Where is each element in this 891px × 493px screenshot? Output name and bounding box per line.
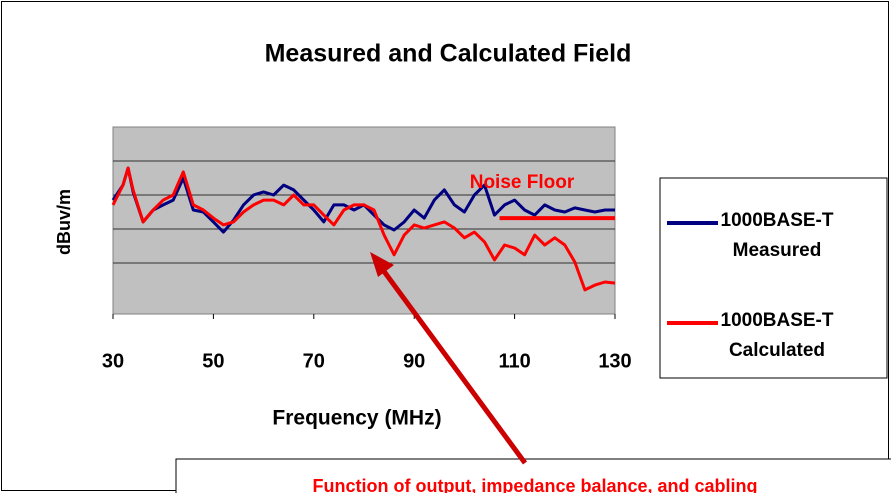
plot-area bbox=[112, 126, 616, 315]
x-tick-label: 50 bbox=[202, 350, 224, 372]
arrow-shaft bbox=[380, 268, 528, 465]
series-line bbox=[111, 166, 616, 292]
arrow bbox=[370, 252, 528, 465]
legend-label: 1000BASE-T Calculated bbox=[720, 310, 834, 361]
x-tick-label: 90 bbox=[403, 350, 425, 372]
legend-box bbox=[659, 177, 888, 379]
x-axis-label: Frequency (MHz) bbox=[272, 407, 441, 430]
y-axis-label: dBuv/m bbox=[54, 189, 74, 255]
x-tick-label: 30 bbox=[102, 350, 124, 372]
arrow-head bbox=[370, 252, 394, 277]
x-tick-label: 110 bbox=[498, 350, 530, 372]
series-line bbox=[111, 166, 615, 234]
x-tick-label: 70 bbox=[303, 350, 325, 372]
note-box bbox=[175, 458, 891, 493]
legend-label: 1000BASE-T Measured bbox=[720, 210, 834, 261]
chart-title: Measured and Calculated Field bbox=[265, 40, 632, 68]
noise-floor-label: Noise Floor bbox=[470, 172, 575, 193]
note-text: Function of output, impedance balance, a… bbox=[312, 476, 757, 493]
x-tick-label: 130 bbox=[598, 350, 631, 372]
